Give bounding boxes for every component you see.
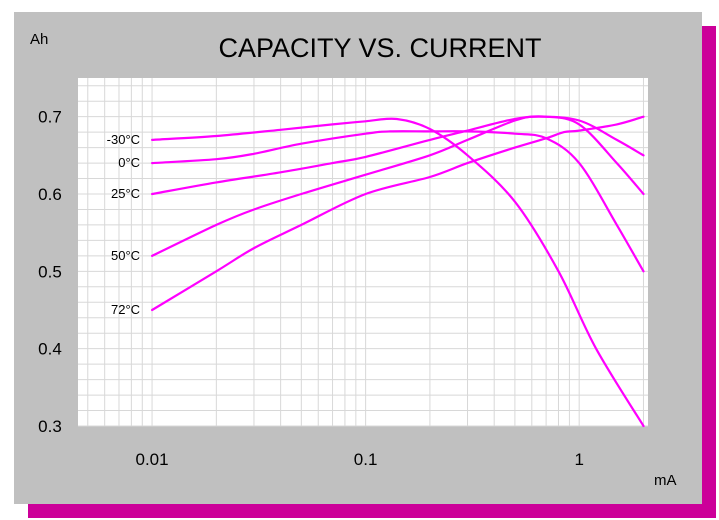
series-label: 0°C — [118, 155, 140, 170]
x-tick-labels: 0.01 0.1 1 — [136, 450, 584, 469]
series-label: 72°C — [111, 302, 140, 317]
series-label: 25°C — [111, 186, 140, 201]
y-tick-label: 0.7 — [38, 108, 62, 127]
x-tick-label: 0.01 — [136, 450, 169, 469]
y-tick-label: 0.4 — [38, 340, 62, 359]
y-tick-label: 0.5 — [38, 262, 62, 281]
y-axis-unit: Ah — [30, 31, 48, 48]
plot-area — [78, 78, 648, 426]
y-tick-label: 0.6 — [38, 185, 62, 204]
y-tick-labels: 0.7 0.6 0.5 0.4 0.3 — [38, 108, 62, 436]
series-lines — [151, 115, 645, 428]
y-tick-label: 0.3 — [38, 417, 62, 436]
series-label: 50°C — [111, 248, 140, 263]
series-line — [151, 115, 645, 312]
series-line — [151, 130, 645, 273]
x-tick-label: 1 — [574, 450, 583, 469]
series-label: -30°C — [107, 132, 140, 147]
x-axis-unit: mA — [654, 472, 677, 489]
chart-title: CAPACITY VS. CURRENT — [218, 33, 541, 63]
series-line — [151, 115, 645, 257]
grid — [78, 78, 648, 427]
x-tick-label: 0.1 — [354, 450, 378, 469]
series-labels: -30°C 0°C 25°C 50°C 72°C — [107, 132, 140, 317]
series-line — [151, 117, 645, 428]
series-line — [151, 115, 645, 196]
